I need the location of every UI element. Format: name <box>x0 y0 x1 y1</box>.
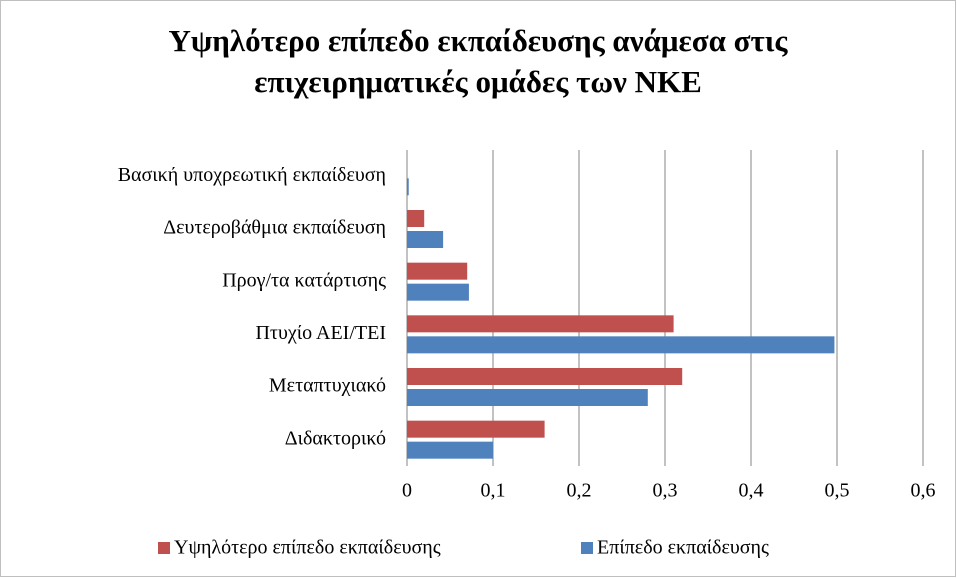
y-tick-label: Διδακτορικό <box>285 427 386 449</box>
title-line: Υψηλότερο επίπεδο εκπαίδευσης ανάμεσα στ… <box>169 23 789 58</box>
x-tick-label: 0,6 <box>911 480 936 502</box>
x-tick-label: 0,1 <box>481 480 506 502</box>
legend-label: Υψηλότερο επίπεδο εκπαίδευσης <box>174 537 441 559</box>
x-tick-label: 0,5 <box>825 480 850 502</box>
bar <box>407 368 683 385</box>
y-tick-label: Πτυχίο ΑΕΙ/ΤΕΙ <box>255 322 386 344</box>
bar <box>407 210 425 227</box>
bar <box>407 441 493 459</box>
title-line: επιχειρηματικές ομάδες των ΝΚΕ <box>254 64 702 99</box>
bar <box>407 262 468 280</box>
y-tick-label: Μεταπτυχιακό <box>269 375 386 397</box>
bar <box>407 315 674 333</box>
bar <box>407 336 835 354</box>
bar <box>407 389 648 406</box>
legend-swatch <box>158 542 170 554</box>
y-tick-label: Βασική υποχρεωτική εκπαίδευση <box>118 164 386 186</box>
bar <box>407 283 469 301</box>
x-tick-label: 0,3 <box>653 480 678 502</box>
x-tick-label: 0,4 <box>739 480 764 502</box>
bar <box>407 231 444 248</box>
bar <box>407 420 545 438</box>
y-tick-label: Προγ/τα κατάρτισης <box>222 269 386 291</box>
chart-title: Υψηλότερο επίπεδο εκπαίδευσης ανάμεσα στ… <box>169 23 789 99</box>
bar <box>407 178 409 196</box>
legend-label: Επίπεδο εκπαίδευσης <box>597 537 769 559</box>
y-tick-label: Δευτεροβάθμια εκπαίδευση <box>163 217 386 239</box>
x-tick-label: 0 <box>402 480 412 502</box>
x-tick-label: 0,2 <box>567 480 592 502</box>
legend-swatch <box>581 542 593 554</box>
